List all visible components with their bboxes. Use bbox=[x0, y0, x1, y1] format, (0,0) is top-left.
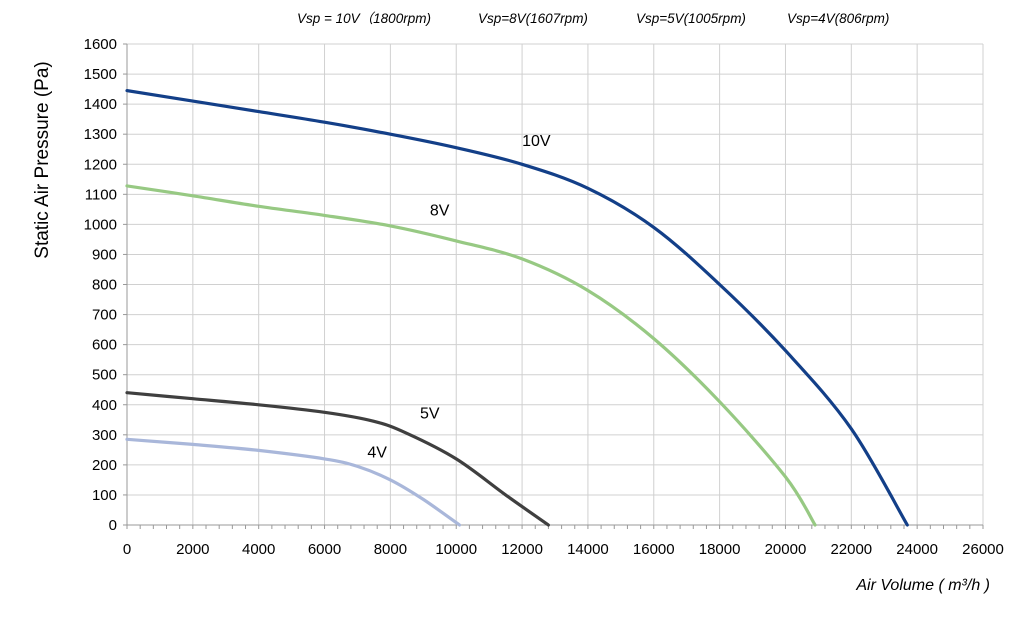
series-line-10v bbox=[125, 89, 909, 527]
subtitle-4v: Vsp=4V(806rpm) bbox=[787, 11, 889, 26]
series-line-5v bbox=[125, 391, 550, 527]
series-label-8v: 8V bbox=[430, 202, 450, 219]
y-tick-label: 1100 bbox=[85, 186, 117, 203]
x-tick-label: 16000 bbox=[633, 541, 675, 558]
y-tick-label: 500 bbox=[92, 367, 117, 384]
x-tick-label: 2000 bbox=[176, 541, 209, 558]
x-tick-label: 0 bbox=[123, 541, 131, 558]
x-axis-label: Air Volume ( m³/h ) bbox=[855, 577, 990, 594]
y-tick-label: 600 bbox=[92, 337, 117, 354]
chart-text: 0 2000 4000 6000 8000 10000 12000 14000 16000 180… bbox=[84, 36, 1004, 558]
y-tick-label: 1400 bbox=[84, 96, 117, 113]
subtitle-5v: Vsp=5V(1005rpm) bbox=[636, 11, 746, 26]
y-axis-label: Static Air Pressure (Pa) bbox=[32, 61, 53, 258]
series-line-4v bbox=[125, 437, 462, 527]
subtitle-8v: Vsp=8V(1607rpm) bbox=[478, 11, 588, 26]
grid bbox=[126, 43, 984, 526]
y-tick-label: 400 bbox=[92, 397, 117, 414]
y-tick-label: 1300 bbox=[84, 126, 117, 143]
y-tick-label: 900 bbox=[92, 246, 117, 263]
x-tick-label: 22000 bbox=[830, 541, 872, 558]
axes bbox=[123, 43, 984, 529]
subtitle-10v: Vsp = 10V（1800rpm) bbox=[297, 11, 431, 26]
series-label-10v: 10V bbox=[522, 133, 551, 150]
series-label-4v: 4V bbox=[367, 444, 387, 461]
x-tick-label: 6000 bbox=[308, 541, 341, 558]
x-tick-label: 24000 bbox=[896, 541, 938, 558]
y-tick-label: 1500 bbox=[84, 66, 117, 83]
series-line-8v bbox=[125, 184, 817, 527]
series-label-5v: 5V bbox=[420, 405, 440, 422]
x-tick-label: 14000 bbox=[567, 541, 609, 558]
y-tick-label: 0 bbox=[109, 517, 117, 534]
x-tick-label: 10000 bbox=[435, 541, 477, 558]
y-tick-label: 300 bbox=[92, 427, 117, 444]
series-lines bbox=[125, 89, 909, 527]
x-tick-label: 26000 bbox=[962, 541, 1004, 558]
y-tick-label: 700 bbox=[92, 307, 117, 324]
y-tick-label: 100 bbox=[92, 487, 117, 504]
x-tick-label: 4000 bbox=[242, 541, 275, 558]
y-tick-label: 200 bbox=[92, 457, 117, 474]
x-tick-label: 18000 bbox=[699, 541, 741, 558]
x-tick-label: 12000 bbox=[501, 541, 543, 558]
y-tick-label: 1600 bbox=[84, 36, 117, 53]
y-tick-label: 800 bbox=[92, 277, 117, 294]
x-tick-label: 8000 bbox=[374, 541, 407, 558]
x-tick-label: 20000 bbox=[765, 541, 807, 558]
y-tick-label: 1000 bbox=[84, 216, 117, 233]
y-tick-label: 1200 bbox=[84, 156, 117, 173]
